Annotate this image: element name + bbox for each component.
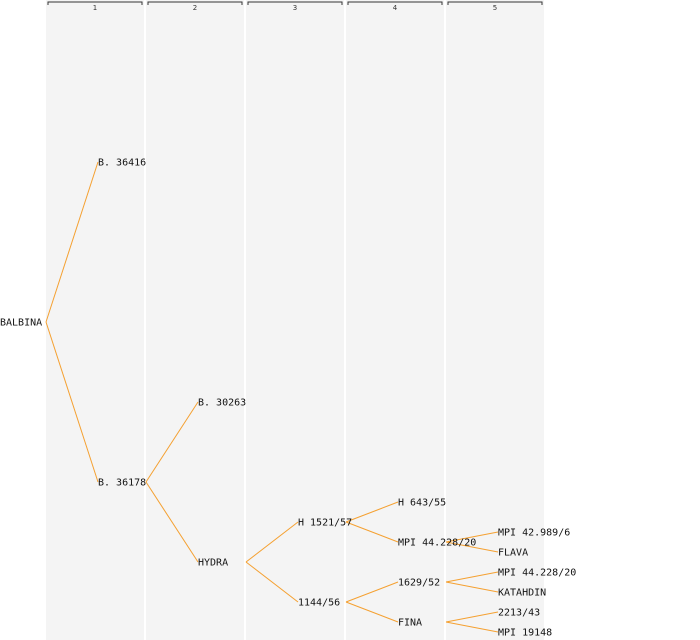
node-mpi19148[interactable]: MPI 19148: [498, 628, 552, 639]
edge-b36178-hydra: [145, 481, 199, 563]
generation-header: 1 2 3 4 5: [47, 1, 543, 12]
generation-bracket: [147, 1, 243, 5]
edge-hydra-n1144: [245, 561, 299, 603]
edge-fina-n2213: [445, 611, 499, 623]
edge-fina-mpi19148: [445, 621, 499, 633]
edge-n1144-fina: [345, 601, 399, 623]
node-n2213[interactable]: 2213/43: [498, 608, 540, 619]
edge-n1144-n1629: [345, 581, 399, 603]
edge-n1629-katahdin: [445, 581, 499, 593]
generation-number: 2: [193, 4, 197, 12]
node-flava[interactable]: FLAVA: [498, 548, 528, 559]
node-n1144[interactable]: 1144/56: [298, 598, 340, 609]
tree-edges: [45, 161, 499, 633]
generation-column-3: [246, 0, 344, 640]
edge-h1521-mpi44a: [345, 521, 399, 543]
edge-b36178-b30263: [145, 401, 199, 483]
node-n1629[interactable]: 1629/52: [398, 578, 440, 589]
generation-bracket: [247, 1, 343, 5]
node-h643[interactable]: H 643/55: [398, 498, 446, 509]
edge-balbina-b36416: [45, 161, 99, 323]
generation-column-5: [446, 0, 544, 640]
node-b30263[interactable]: B. 30263: [198, 398, 246, 409]
edge-n1629-mpi44b: [445, 571, 499, 583]
generation-bracket: [347, 1, 443, 5]
edge-balbina-b36178: [45, 321, 99, 483]
generation-bracket: [47, 1, 143, 5]
node-balbina[interactable]: BALBINA: [0, 318, 42, 329]
edge-mpi44a-flava: [445, 541, 499, 553]
node-mpi44a[interactable]: MPI 44.228/20: [398, 538, 476, 549]
generation-number: 1: [93, 4, 97, 12]
generation-column-2: [146, 0, 244, 640]
node-katahdin[interactable]: KATAHDIN: [498, 588, 546, 599]
node-mpi42[interactable]: MPI 42.989/6: [498, 528, 570, 539]
edge-hydra-h1521: [245, 521, 299, 563]
generation-column-4: [346, 0, 444, 640]
node-b36416[interactable]: B. 36416: [98, 158, 146, 169]
generation-column-1: [46, 0, 144, 640]
generation-number: 4: [393, 4, 398, 12]
generation-number: 3: [293, 4, 297, 12]
node-h1521[interactable]: H 1521/57: [298, 518, 352, 529]
generation-number: 5: [493, 4, 497, 12]
node-b36178[interactable]: B. 36178: [98, 478, 146, 489]
tree-nodes: BALBINA B. 36416 B. 36178 B. 30263 HYDRA H 15…: [0, 158, 576, 639]
generation-bracket: [447, 1, 543, 5]
node-hydra[interactable]: HYDRA: [198, 558, 228, 569]
node-mpi44b[interactable]: MPI 44.228/20: [498, 568, 576, 579]
edge-mpi44a-mpi42: [445, 531, 499, 543]
edge-h1521-h643: [345, 501, 399, 523]
node-fina[interactable]: FINA: [398, 618, 422, 629]
generation-columns: [46, 0, 544, 640]
